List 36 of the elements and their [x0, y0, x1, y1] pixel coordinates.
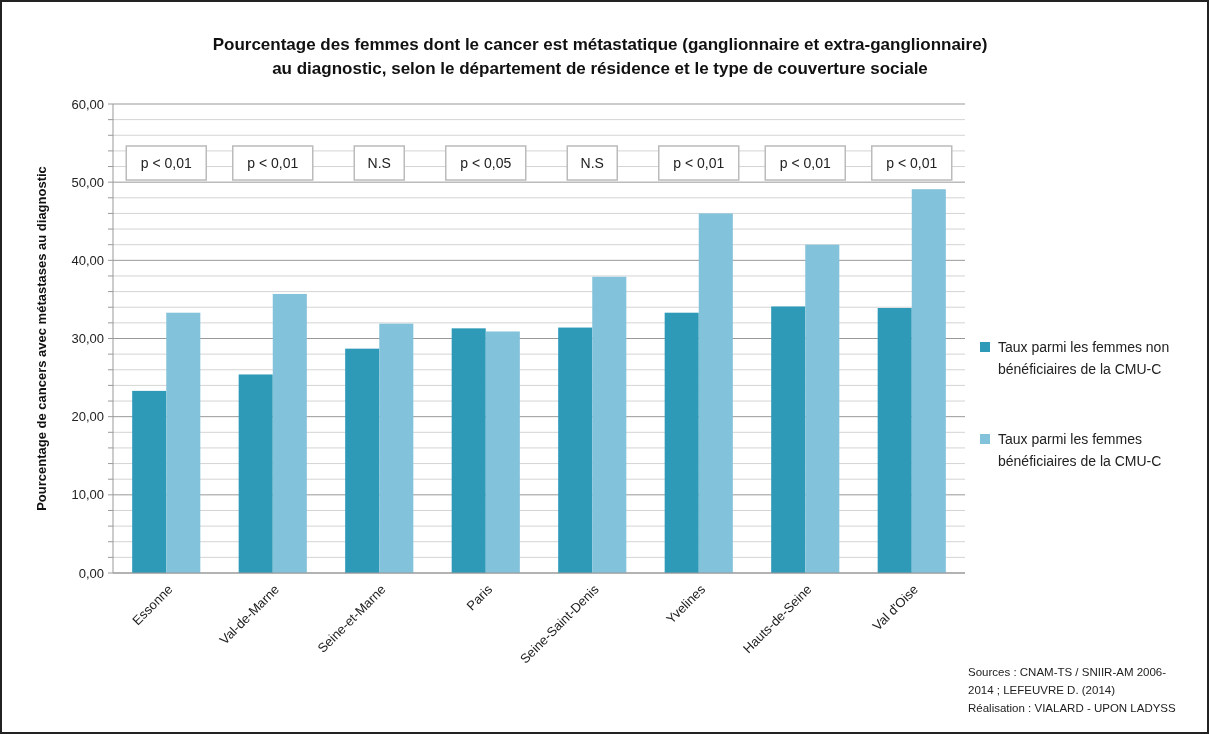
legend-label: Taux parmi les femmes non bénéficiaires de la CMU-C	[998, 339, 1170, 377]
bar	[698, 213, 733, 573]
annotation: p < 0,01	[673, 154, 725, 171]
bar	[132, 390, 167, 573]
bar	[592, 276, 627, 573]
bar	[451, 328, 486, 573]
bar	[485, 331, 520, 573]
y-tick-label: 10,00	[71, 487, 104, 503]
y-tick-label: 40,00	[71, 252, 104, 268]
annotation: p < 0,01	[247, 154, 299, 171]
annotation: N.S	[367, 154, 391, 171]
bar	[558, 327, 593, 573]
bar	[238, 374, 273, 573]
annotation: p < 0,01	[779, 154, 831, 171]
bar	[664, 312, 699, 573]
bar	[379, 323, 414, 573]
annotation: p < 0,05	[460, 154, 512, 171]
y-tick-label: 60,00	[71, 96, 104, 112]
chart-title: Pourcentage des femmes dont le cancer est métastatique (ganglionnaire et extra-ganglionnaire) au diagnostic, selon le département de résidence et le type de couverture sociale	[212, 35, 988, 78]
bar	[771, 306, 806, 573]
bar	[166, 312, 201, 573]
y-axis-title: Pourcentage de cancers avec métastases au diagnostic	[34, 166, 49, 511]
bar	[911, 189, 946, 573]
bar	[877, 308, 912, 573]
bar	[805, 244, 840, 573]
source-note: Sources : CNAM-TS / SNIIR-AM 2006-2014 ; LEFEUVRE D. (2014) Réalisation : VIALARD - UPON LADYSS	[968, 666, 1177, 714]
y-tick-label: 50,00	[71, 174, 104, 190]
y-tick-label: 0,00	[78, 565, 104, 581]
bar	[345, 348, 380, 573]
annotation: N.S	[580, 154, 604, 171]
y-tick-label: 30,00	[71, 331, 104, 347]
y-tick-label: 20,00	[71, 409, 104, 425]
bar	[272, 293, 307, 573]
annotation: p < 0,01	[140, 154, 192, 171]
legend-label: Taux parmi les femmes bénéficiaires de la CMU-C	[998, 431, 1162, 469]
annotation: p < 0,01	[886, 154, 938, 171]
